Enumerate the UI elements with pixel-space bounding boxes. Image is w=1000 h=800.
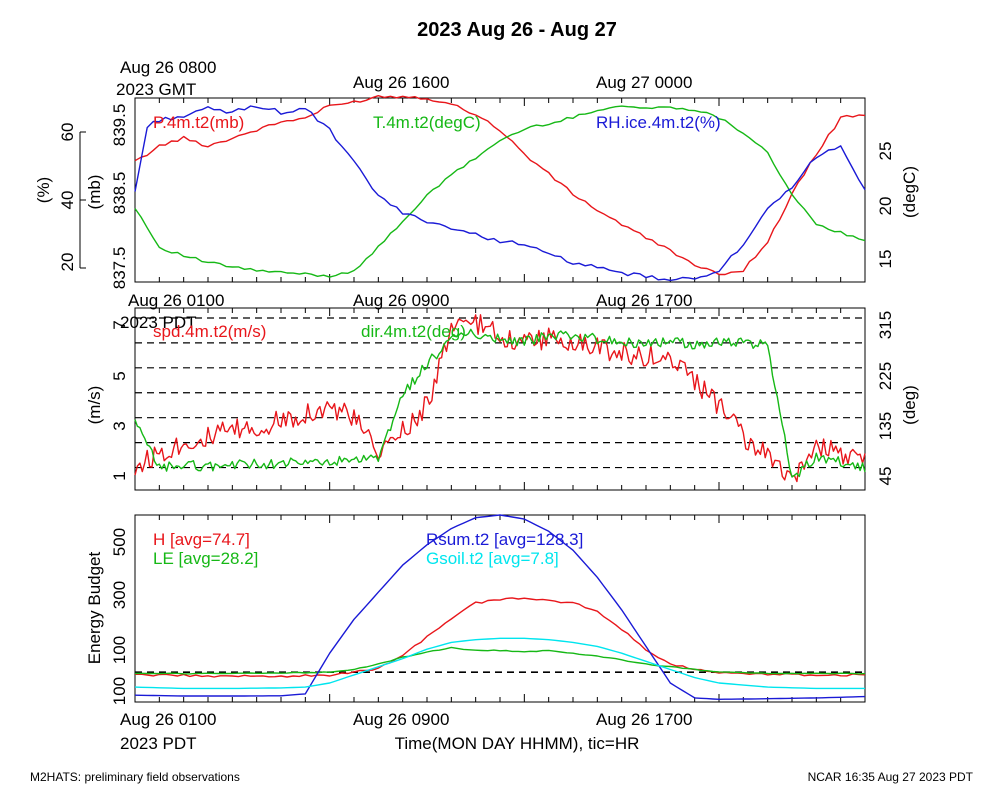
soil-heat-line — [134, 637, 865, 690]
energy-tick-neg100: 100 — [110, 677, 129, 705]
spd-tick-5: 5 — [110, 371, 129, 380]
dir-tick-135: 135 — [876, 412, 895, 440]
panel1-series — [134, 94, 866, 282]
net-radiation-line — [134, 514, 866, 700]
legend-t: T.4m.t2(degC) — [373, 113, 481, 132]
panel3-time-label-2: Aug 26 0900 — [353, 710, 449, 729]
temperature-axis: 25 20 15 (degC) — [876, 142, 919, 269]
dir-tick-45: 45 — [876, 467, 895, 486]
spd-tick-3: 3 — [110, 421, 129, 430]
panel-wind: Aug 26 0100 2023 PDT Aug 26 0900 Aug 26 … — [85, 291, 919, 491]
legend-gsoil: Gsoil.t2 [avg=7.8] — [426, 549, 559, 568]
direction-axis-label: (deg) — [900, 385, 919, 425]
legend-p: P.4m.t2(mb) — [153, 113, 244, 132]
legend-dir: dir.4m.t2(deg) — [361, 322, 466, 341]
rh-ice-line — [134, 105, 866, 282]
temp-tick-15: 15 — [876, 250, 895, 269]
footer-right: NCAR 16:35 Aug 27 2023 PDT — [808, 770, 974, 784]
rh-axis: 60 40 20 (%) — [34, 123, 86, 272]
panel2-time-sublabel: 2023 PDT — [120, 313, 197, 332]
wind-speed-line — [134, 314, 866, 483]
panel2-grid — [135, 317, 865, 469]
panel2-series — [134, 314, 866, 483]
spd-tick-1: 1 — [110, 471, 129, 480]
direction-axis: 315 225 135 45 (deg) — [876, 311, 919, 486]
x-axis-label: Time(MON DAY HHMM), tic=HR — [395, 734, 640, 753]
speed-axis-label: (m/s) — [85, 386, 104, 425]
temperature-axis-label: (degC) — [900, 166, 919, 218]
panel2-time-label-2: Aug 26 0900 — [353, 291, 449, 310]
panel3-time-label-3: Aug 26 1700 — [596, 710, 692, 729]
rh-tick-40: 40 — [58, 191, 77, 210]
p-tick-8395: 839.5 — [110, 104, 129, 147]
wind-direction-line — [134, 328, 866, 478]
legend-rsum: Rsum.t2 [avg=128.3] — [426, 530, 583, 549]
dir-tick-315: 315 — [876, 311, 895, 339]
energy-tick-500: 500 — [110, 528, 129, 556]
panel3-time-ticks — [134, 515, 866, 702]
panel1-time-label-3: Aug 27 0000 — [596, 73, 692, 92]
rh-tick-60: 60 — [58, 123, 77, 142]
latent-heat-line — [134, 646, 866, 675]
energy-axis-label: Energy Budget — [85, 551, 104, 664]
energy-axis: 500 300 100 100 Energy Budget — [85, 528, 129, 705]
footer-left: M2HATS: preliminary field observations — [30, 770, 240, 784]
panel3-time-sublabel: 2023 PDT — [120, 734, 197, 753]
panel2-time-label-1: Aug 26 0100 — [128, 291, 224, 310]
panel2-time-ticks — [134, 308, 866, 490]
legend-spd: spd.4m.t2(m/s) — [153, 322, 266, 341]
panel3-series — [134, 514, 866, 700]
temperature-line — [134, 105, 866, 278]
panel3-time-label-1: Aug 26 0100 — [120, 710, 216, 729]
rh-axis-label: (%) — [34, 177, 53, 203]
temp-tick-25: 25 — [876, 142, 895, 161]
pressure-axis-label: (mb) — [85, 175, 104, 210]
energy-tick-100: 100 — [110, 636, 129, 664]
p-tick-8385: 838.5 — [110, 172, 129, 215]
panel2-time-label-3: Aug 26 1700 — [596, 291, 692, 310]
temp-tick-20: 20 — [876, 197, 895, 216]
legend-le: LE [avg=28.2] — [153, 549, 258, 568]
panel1-time-label-2: Aug 26 1600 — [353, 73, 449, 92]
spd-tick-7: 7 — [110, 320, 129, 329]
energy-tick-300: 300 — [110, 581, 129, 609]
sensible-heat-line — [134, 597, 866, 678]
legend-rh: RH.ice.4m.t2(%) — [596, 113, 721, 132]
p-tick-8375: 837.5 — [110, 247, 129, 290]
panel1-time-sublabel: 2023 GMT — [116, 80, 196, 99]
panel1-time-ticks — [134, 98, 866, 282]
legend-h: H [avg=74.7] — [153, 530, 250, 549]
rh-tick-20: 20 — [58, 253, 77, 272]
panel1-time-label-1: Aug 26 0800 — [120, 58, 216, 77]
panel1-frame — [134, 97, 866, 283]
chart-title: 2023 Aug 26 - Aug 27 — [417, 19, 617, 41]
panel-pressure-temperature-humidity: Aug 26 0800 2023 GMT Aug 26 1600 Aug 27 … — [34, 58, 919, 289]
panel-energy-budget: H [avg=74.7] LE [avg=28.2] Rsum.t2 [avg=… — [85, 514, 866, 753]
speed-axis: 7 5 3 1 (m/s) — [85, 320, 129, 480]
dir-tick-225: 225 — [876, 362, 895, 390]
pressure-line — [134, 94, 866, 276]
pressure-axis: 839.5 838.5 837.5 (mb) — [85, 104, 129, 290]
